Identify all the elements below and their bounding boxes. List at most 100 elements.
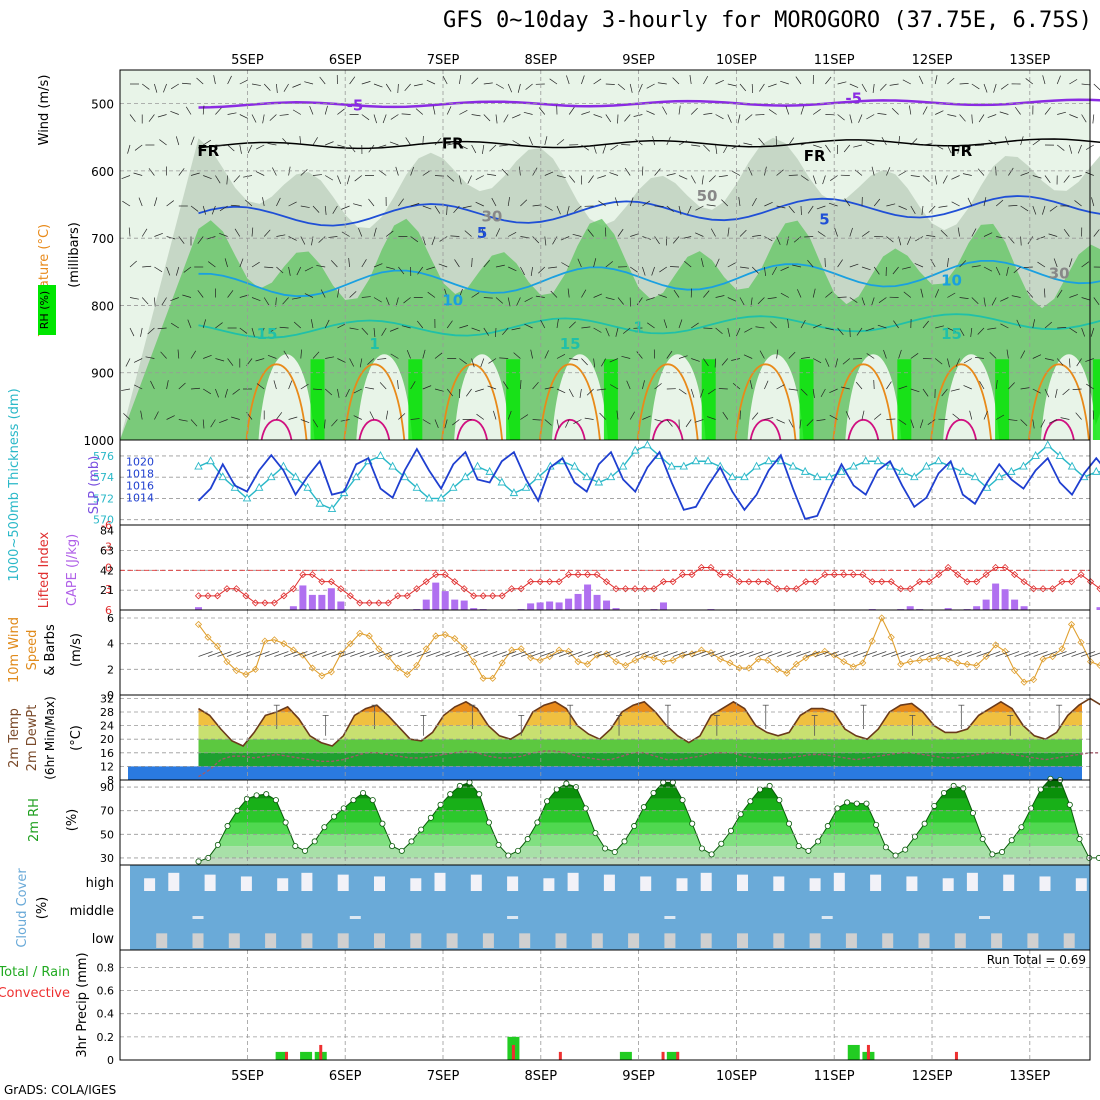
wind-barb <box>239 258 244 268</box>
wind-barb <box>919 419 924 429</box>
wind-barb <box>706 416 716 420</box>
wind-barb <box>780 266 789 271</box>
thickness-marker <box>267 472 276 481</box>
wind-barb <box>797 289 802 298</box>
contour-label: 30 <box>481 207 502 225</box>
wind-barb <box>331 419 338 427</box>
cloud-high-bar <box>543 878 555 891</box>
wind-barb <box>464 230 472 237</box>
wind-barb <box>909 105 912 115</box>
wind-barb <box>390 353 399 359</box>
wind-barb <box>487 173 497 176</box>
wind-barb <box>495 114 498 124</box>
wind-barb <box>565 419 570 428</box>
wind-barb <box>642 200 651 207</box>
wind-barb <box>267 143 277 146</box>
wind-barb <box>865 141 875 146</box>
cloud-low-bar <box>700 933 712 948</box>
precip-convective-bar <box>558 1051 562 1060</box>
wind-barb <box>829 414 838 420</box>
wind-barb <box>886 236 894 243</box>
rh-marker <box>1095 854 1100 861</box>
wind-barb <box>560 236 570 241</box>
lifted-index-marker <box>868 578 876 586</box>
wind-barb <box>233 175 241 183</box>
cloud-high-bar <box>507 876 519 891</box>
wind-barb <box>337 175 342 184</box>
wind-barb <box>739 266 749 269</box>
wind-barb <box>211 205 216 215</box>
wind-barb <box>471 77 479 85</box>
thickness-marker <box>497 477 507 486</box>
wind-barb-10m <box>758 651 773 657</box>
thickness-marker <box>327 504 337 513</box>
cape-bar <box>659 602 667 610</box>
lifted-index-marker <box>1020 578 1028 586</box>
wind-barb <box>1020 236 1022 246</box>
lifted-index-marker <box>432 571 440 579</box>
contour-label: 10 <box>442 291 463 309</box>
lifted-index-marker <box>982 571 990 579</box>
wind-barb <box>817 231 826 237</box>
wind-barb <box>373 83 383 88</box>
rh-marker <box>660 779 667 786</box>
wind-barb-10m <box>891 651 906 657</box>
wind-barb <box>574 205 582 212</box>
wind-barb <box>459 144 468 150</box>
wind-barb <box>432 105 436 115</box>
lifted-index-marker <box>394 592 402 600</box>
rh-band-30 <box>198 846 1090 858</box>
wind-barb <box>1057 327 1067 329</box>
wind-barb <box>930 259 936 268</box>
wind-barb <box>530 266 533 276</box>
wind-barb <box>219 205 228 212</box>
cloud-low-bar <box>954 933 966 948</box>
wind-barb <box>599 412 607 420</box>
wind-barb <box>776 205 786 209</box>
rh-dry-plume <box>356 354 413 440</box>
cloud-low-bar <box>265 933 277 948</box>
temp-contour-20 <box>1028 363 1090 441</box>
date-label-top: 6SEP <box>329 53 362 68</box>
wind-barb <box>825 358 830 367</box>
wind-speed-marker <box>460 643 468 652</box>
wind-speed-marker <box>413 661 421 670</box>
wind-barb-10m <box>815 651 830 657</box>
rh-marker <box>1076 836 1083 843</box>
wind-barb <box>1000 83 1009 90</box>
wind-barb <box>743 142 753 146</box>
rh-marker <box>447 791 454 798</box>
thickness-marker <box>703 456 713 465</box>
wind-barb <box>678 205 682 215</box>
wind-barb <box>764 266 766 276</box>
date-label-top: 8SEP <box>525 53 558 68</box>
wind-barb-10m <box>786 651 801 657</box>
wind-barb <box>910 205 916 214</box>
wind-barb <box>828 202 838 207</box>
wind-barb <box>544 171 554 176</box>
wind-barb-10m <box>710 651 726 657</box>
wind-barb <box>910 353 919 359</box>
wind-barb-10m <box>302 651 318 657</box>
wind-barb <box>845 411 851 420</box>
wind-barb <box>568 106 575 115</box>
wind-barb <box>935 110 944 115</box>
wind-barb <box>426 266 436 270</box>
wind-barb <box>898 170 907 176</box>
lifted-index-marker <box>403 592 411 600</box>
wind-barb <box>471 144 477 154</box>
wind-barb <box>154 266 163 273</box>
rh-marker <box>863 800 870 807</box>
wind-barb <box>787 319 790 329</box>
wind-barb <box>251 114 257 123</box>
rh-marker <box>282 819 289 826</box>
wind-barb <box>813 358 822 364</box>
wind-barb <box>1008 205 1018 207</box>
wind-barb <box>621 355 631 359</box>
temp-contour-20 <box>245 363 308 441</box>
wind-barb <box>691 144 701 147</box>
wind-barb <box>928 205 936 213</box>
lifted-index-marker <box>726 571 734 579</box>
wind-barb <box>721 358 729 366</box>
rh-marker <box>853 800 860 807</box>
